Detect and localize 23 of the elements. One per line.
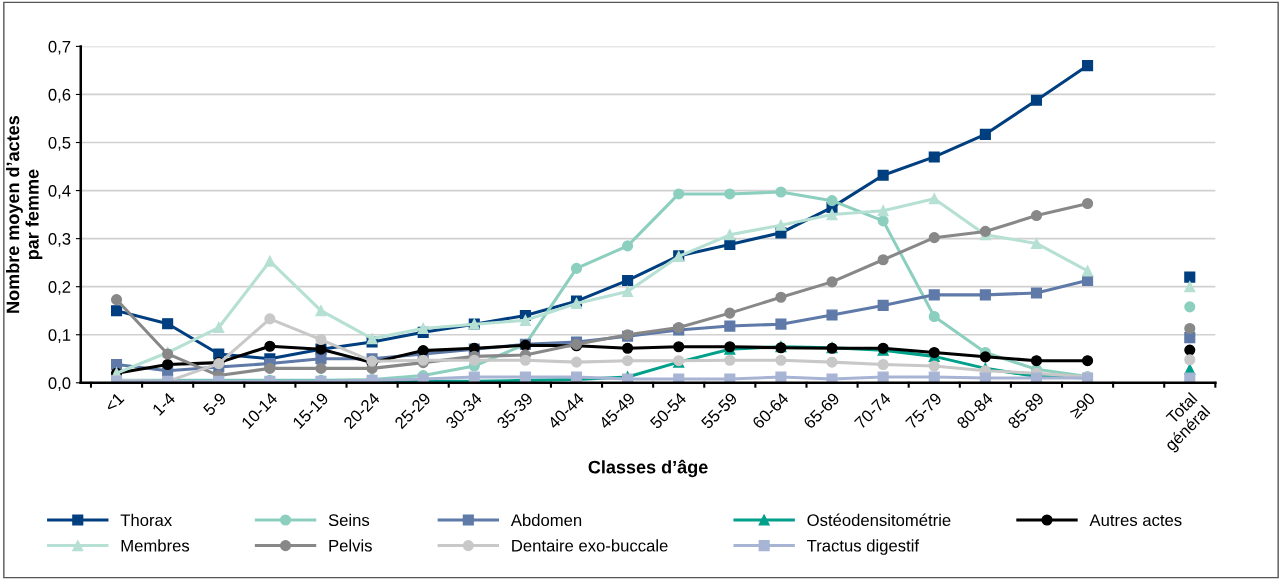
legend-label: Tractus digestif: [807, 539, 920, 555]
legend-label: Dentaire exo-buccale: [512, 539, 668, 552]
legend-label: Autres actes: [1089, 514, 1182, 527]
y-tick-label: 0,4: [48, 184, 71, 199]
x-tick-label: <1: [104, 392, 125, 413]
y-tick-label: 0,6: [48, 88, 71, 103]
legend-label: Abdomen: [510, 513, 582, 527]
y-tick-label: 0,5: [48, 136, 71, 151]
y-tick-label: 0,3: [48, 233, 71, 247]
y-axis-title: Nombre moyen d’actes par femme: [6, 116, 43, 313]
x-axis-title: Classes d’âge: [588, 459, 708, 478]
legend-label: Ostéodensitométrie: [807, 513, 951, 527]
x-tick-label: 1-4: [151, 391, 176, 416]
legend-label: Pelvis: [329, 539, 372, 552]
y-tick-label: 0,1: [48, 329, 71, 343]
legend-label: Thorax: [120, 513, 172, 527]
legend-label: Membres: [121, 539, 190, 552]
x-tick-label: ≥90: [1068, 391, 1096, 419]
y-tick-label: 0,0: [48, 377, 71, 391]
y-tick-label: 0,2: [48, 281, 71, 295]
legend-label: Seins: [328, 513, 370, 527]
y-tick-label: 0,7: [48, 40, 71, 55]
x-tick-label: 5-9: [202, 392, 227, 417]
